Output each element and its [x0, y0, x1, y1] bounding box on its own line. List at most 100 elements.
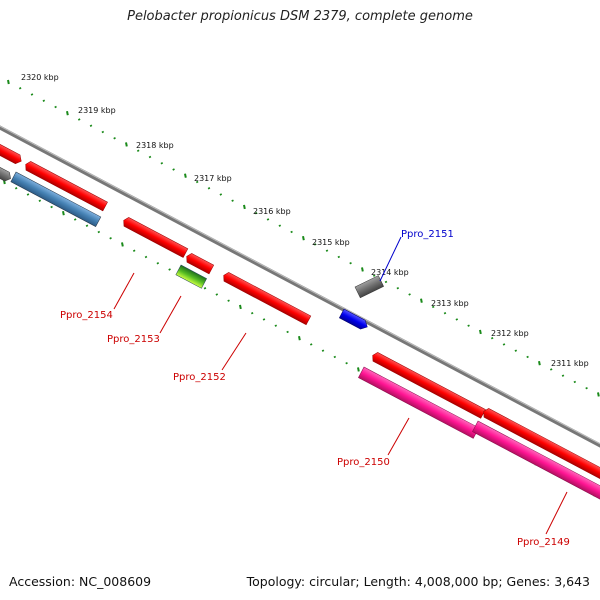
genome-title: Pelobacter propionicus DSM 2379, complet… [127, 9, 473, 24]
ruler-tick [278, 224, 282, 227]
gene-arrow-ppro-2154[interactable] [121, 216, 189, 258]
ruler-tick [514, 349, 518, 352]
callout-lines [113, 236, 568, 535]
ruler-tick [313, 243, 317, 246]
gene-arrow-ppro-2153[interactable] [175, 264, 207, 289]
ruler-tick [479, 329, 482, 335]
ruler-tick [227, 299, 230, 302]
ruler-tick [109, 237, 112, 240]
ruler-tick [160, 162, 164, 165]
ruler-label: 2316 kbp [253, 207, 291, 216]
gene-arrow[interactable] [0, 138, 24, 166]
ruler-tick [243, 204, 246, 210]
ruler-tick [325, 249, 329, 252]
ruler-tick [148, 155, 152, 159]
genome-backbone [0, 125, 600, 448]
ruler-tick [455, 318, 459, 321]
ruler-tick [89, 124, 93, 127]
ruler-tick [302, 236, 305, 241]
ruler-tick [372, 274, 376, 277]
ruler-tick [309, 343, 313, 346]
ruler-tick [239, 304, 242, 310]
ruler-tick [132, 249, 136, 252]
ruler-tick [396, 286, 400, 290]
ruler-tick [73, 218, 77, 221]
ruler-labels: 2320 kbp 2319 kbp 2318 kbp 2317 kbp 2316… [21, 73, 589, 368]
ruler-tick [321, 349, 325, 352]
gene-arrow-ppro-2150[interactable] [358, 366, 480, 439]
ruler-tick [262, 318, 266, 321]
gene-arrow-ppro-2153-red[interactable] [184, 252, 215, 275]
gene-arrow-ppro-2149[interactable] [472, 420, 600, 503]
gene-label[interactable]: Ppro_2151 [401, 229, 454, 240]
ruler-tick [443, 311, 447, 315]
genome-summary: Topology: circular; Length: 4,008,000 bp… [246, 574, 590, 589]
ruler-tick [274, 324, 278, 327]
ruler-ticks [7, 79, 600, 397]
gene-arrow[interactable] [354, 275, 384, 299]
ruler-tick [286, 330, 289, 334]
gene-label[interactable]: Ppro_2152 [173, 372, 226, 383]
ruler-tick [266, 218, 270, 221]
ruler-tick [50, 205, 53, 209]
ruler-tick [573, 380, 577, 384]
ruler-tick [231, 199, 234, 202]
ruler-tick [38, 199, 42, 202]
ruler-tick [18, 87, 22, 90]
gene-label[interactable]: Ppro_2154 [60, 310, 113, 321]
gene-arrow[interactable] [23, 160, 108, 212]
ruler-tick [408, 293, 411, 296]
gene-label[interactable]: Ppro_2149 [517, 537, 570, 548]
ruler-tick [290, 230, 293, 234]
ruler-tick [125, 142, 128, 147]
ruler-tick [184, 173, 187, 178]
ruler-label: 2317 kbp [194, 174, 232, 183]
ruler-tick [85, 224, 89, 227]
ruler-tick [597, 392, 600, 397]
ruler-tick [561, 374, 565, 377]
ruler-tick [526, 355, 529, 359]
ruler-tick [136, 149, 140, 152]
ruler-label: 2318 kbp [136, 141, 174, 150]
ruler-tick [207, 186, 211, 190]
ruler-label: 2313 kbp [431, 299, 469, 308]
ruler-tick [467, 324, 470, 327]
ruler-tick [502, 343, 506, 346]
ruler-tick [333, 355, 337, 359]
ruler-tick [349, 261, 352, 265]
ruler-tick [195, 180, 199, 184]
ruler-tick [357, 367, 360, 372]
ruler-tick [431, 305, 435, 309]
gene-arrow-ppro-2150-red[interactable] [370, 351, 486, 419]
ruler-tick [250, 311, 254, 315]
gene-arrow[interactable] [0, 161, 13, 183]
gene-label[interactable]: Ppro_2150 [337, 457, 390, 468]
gene-features [0, 138, 600, 503]
ruler-tick [361, 267, 364, 272]
ruler-tick [337, 255, 341, 259]
gene-arrow-ppro-2149-red[interactable] [481, 407, 600, 482]
ruler-tick [585, 386, 588, 390]
ruler-tick [14, 187, 18, 190]
gene-label[interactable]: Ppro_2153 [107, 334, 160, 345]
ruler-tick [345, 361, 348, 365]
ruler-tick [62, 211, 65, 216]
ruler-tick [538, 360, 541, 366]
ruler-tick [54, 105, 57, 109]
ruler-tick [215, 293, 219, 296]
ruler-label: 2314 kbp [371, 268, 409, 277]
gene-labels: Ppro_2154 Ppro_2153 Ppro_2152 Ppro_2151 … [60, 229, 570, 548]
gene-arrow-ppro-2151[interactable] [338, 308, 369, 331]
ruler-tick [113, 137, 116, 140]
ruler-label: 2320 kbp [21, 73, 59, 82]
gene-arrow-ppro-2152[interactable] [221, 271, 312, 326]
ruler-tick [7, 79, 10, 85]
ruler-tick [168, 268, 171, 271]
ruler-tick [144, 255, 148, 259]
accession-text: Accession: NC_008609 [9, 574, 152, 589]
gene-arrow[interactable] [10, 171, 102, 227]
ruler-tick [42, 99, 46, 102]
ruler-tick [97, 230, 101, 234]
ruler-tick [121, 242, 124, 247]
